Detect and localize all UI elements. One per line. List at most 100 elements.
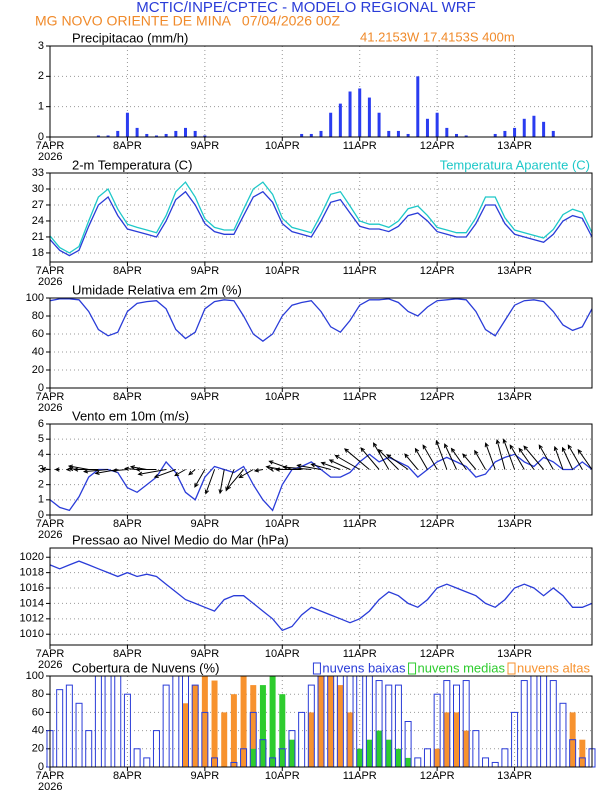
legend-swatch [507, 662, 516, 675]
wind-arrow [377, 448, 399, 470]
bar [549, 680, 557, 768]
wind-arrow [111, 468, 128, 473]
location-time: MG NOVO ORIENTE DE MINA 07/04/2026 00Z [35, 13, 340, 29]
wind-arrow [137, 469, 167, 476]
wind-arrow [372, 442, 390, 470]
y-tick-label: 80 [32, 310, 44, 322]
wind-arrow [474, 449, 486, 470]
x-tick-label: 12APR [420, 648, 455, 660]
wind-arrow [135, 467, 157, 472]
bar [203, 135, 207, 137]
bar [184, 127, 187, 137]
wind-arrow [40, 466, 51, 472]
y-tick-label: 4 [38, 448, 44, 460]
bar [425, 118, 429, 137]
x-tick-label: 13APR [497, 391, 532, 403]
bar [230, 694, 237, 767]
bar [482, 757, 490, 768]
wind-arrow [296, 463, 322, 470]
bar [116, 130, 120, 137]
wind-arrow [484, 442, 496, 470]
legend-label: nuvens baixas [322, 660, 406, 675]
bar [540, 675, 548, 768]
page-title: MCTIC/INPE/CPTEC - MODELO REGIONAL WRF [136, 0, 475, 16]
x-tick-label: 10APR [265, 648, 300, 660]
bar [125, 112, 129, 137]
plot-frame [49, 45, 593, 138]
bar [491, 761, 499, 768]
wind-arrow [218, 469, 225, 495]
x-tick-label: 10APR [265, 265, 300, 277]
y-tick-label: 60 [32, 706, 44, 718]
y-tick-label: 21 [32, 231, 44, 243]
line [49, 181, 593, 254]
x-tick-label: 13APR [497, 770, 532, 782]
legend-label: nuvens medias [418, 660, 506, 675]
bar [135, 127, 139, 137]
bar [338, 103, 342, 137]
bar [318, 676, 324, 767]
x-tick-label: 7APR [36, 770, 65, 782]
wind-arrow [238, 469, 254, 479]
plot-frame [49, 172, 593, 263]
x-tick-label: 9APR [190, 140, 219, 152]
bar [414, 757, 422, 768]
x-tick-label: 9APR [190, 770, 219, 782]
wind-arrow [188, 469, 196, 476]
panel-title: 2-m Temperatura (C) [72, 157, 192, 172]
x-tick-label: 7APR [36, 391, 65, 403]
panel-title: Precipitacao (mm/h) [72, 30, 188, 45]
x-tick-label: 8APR [113, 265, 142, 277]
x-tick-label: 10APR [265, 518, 300, 530]
bar [513, 127, 517, 137]
bar [542, 121, 546, 137]
wind-arrow [265, 465, 283, 470]
bar [356, 748, 363, 767]
x-tick-label: 8APR [113, 140, 142, 152]
y-tick-label: 5 [38, 433, 44, 445]
x-tick-label: 8APR [113, 518, 142, 530]
bar [192, 685, 199, 767]
x-tick-label: 7APR [36, 265, 65, 277]
bar [56, 689, 64, 768]
wind-arrow [444, 443, 457, 470]
y-tick-label: 20 [32, 743, 44, 755]
bar [501, 748, 509, 768]
wind-arrow [509, 444, 525, 470]
bar [279, 694, 286, 767]
bar [493, 133, 497, 137]
bar [367, 97, 371, 137]
bar [435, 112, 439, 137]
x-tick-label: 11APR [343, 140, 377, 152]
bar [211, 680, 218, 767]
bar [269, 676, 276, 767]
y-tick-label: 0 [38, 382, 44, 394]
year-label: 2026 [38, 659, 62, 671]
bar [358, 88, 362, 137]
y-tick-label: 3 [38, 463, 44, 475]
legend-label: nuvens altas [517, 660, 590, 675]
bar [221, 712, 228, 767]
x-tick-label: 10APR [265, 140, 300, 152]
x-tick-label: 9APR [190, 265, 219, 277]
bar [133, 748, 141, 768]
y-tick-label: 60 [32, 328, 44, 340]
wind-arrow [310, 463, 331, 470]
bar [434, 748, 441, 767]
wind-arrow [386, 454, 409, 470]
bar [75, 702, 83, 768]
wind-arrow [502, 438, 516, 470]
bar [416, 76, 420, 137]
panel-title: Cobertura de Nuvens (%) [72, 660, 219, 675]
wind-arrow [54, 467, 60, 472]
y-tick-label: 0 [38, 131, 44, 143]
bar [385, 739, 392, 767]
bar [250, 748, 257, 767]
bar [104, 675, 112, 768]
bar [240, 676, 247, 767]
wind-arrow [435, 439, 448, 470]
plot-frame [49, 547, 593, 646]
y-tick-label: 100 [26, 670, 44, 682]
bar [288, 739, 295, 767]
wind-arrow [269, 467, 275, 472]
